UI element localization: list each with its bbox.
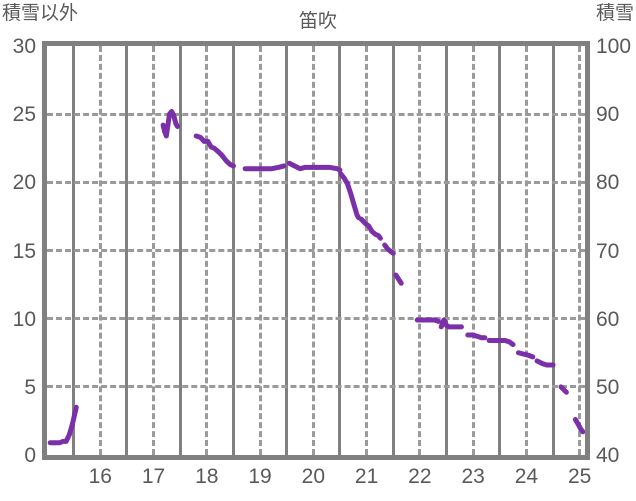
horizontal-gridline (47, 249, 585, 252)
series-segment (382, 242, 396, 256)
series-segment (486, 337, 516, 348)
horizontal-gridline (47, 317, 585, 321)
left-axis-tick-label: 20 (12, 171, 36, 195)
right-axis-tick-label: 100 (596, 35, 632, 58)
series-segment (558, 384, 569, 395)
left-axis-title: 積雪以外 (2, 3, 79, 24)
x-axis-tick-label: 17 (141, 465, 166, 488)
series-segment (286, 160, 343, 173)
series-segment (358, 216, 383, 241)
left-axis-tick-label: 10 (12, 307, 36, 331)
right-axis-tick-label: 60 (596, 307, 620, 331)
x-axis-tick-label: 23 (461, 465, 485, 488)
chart-title: 笛吹 (298, 11, 337, 32)
series-segment (465, 332, 488, 341)
horizontal-gridline (47, 180, 585, 184)
horizontal-gridline (47, 112, 585, 116)
x-axis-tick-label: 22 (408, 465, 432, 488)
right-axis-title: 積雪 (595, 3, 634, 24)
x-axis-tick-label: 16 (88, 465, 112, 488)
series-line (47, 108, 585, 446)
series-segment (572, 417, 585, 435)
right-axis-ticks: 40 50 60 70 80 90 100 (596, 36, 636, 466)
x-axis-tick-label: 18 (195, 465, 219, 488)
series-segment (338, 171, 362, 221)
left-axis-tick-label: 15 (12, 239, 36, 263)
right-axis-tick-label: 50 (596, 375, 620, 399)
series-segment (47, 404, 79, 446)
right-axis-tick-label: 40 (596, 444, 620, 467)
plot-area (42, 41, 590, 460)
left-axis-tick-label: 5 (24, 375, 36, 399)
x-axis-tick-label: 25 (567, 465, 592, 488)
left-axis-tick-label: 30 (12, 35, 36, 58)
x-axis-tick-label: 20 (301, 465, 326, 488)
x-axis-ticks: 16 17 18 19 20 21 22 23 24 25 (42, 465, 592, 500)
right-axis-tick-label: 90 (596, 103, 620, 127)
series-segment (242, 163, 287, 172)
series-segment (193, 133, 236, 169)
horizontal-gridline (47, 385, 585, 389)
series-segment (414, 317, 442, 324)
left-axis-tick-label: 0 (24, 444, 36, 467)
right-axis-tick-label: 80 (596, 171, 620, 195)
series-segment (393, 272, 404, 286)
plot-inner (47, 46, 585, 455)
left-axis-tick-label: 25 (12, 103, 36, 127)
left-axis-ticks: 0 5 10 15 20 25 30 (0, 36, 36, 466)
right-axis-tick-label: 70 (596, 239, 620, 263)
x-axis-tick-label: 21 (354, 465, 379, 488)
series-segment (438, 317, 464, 330)
x-axis-tick-label: 24 (514, 465, 539, 488)
series-segment (534, 358, 556, 368)
x-axis-tick-label: 19 (248, 465, 272, 488)
series-segment (160, 108, 180, 139)
series-segment (515, 350, 536, 360)
